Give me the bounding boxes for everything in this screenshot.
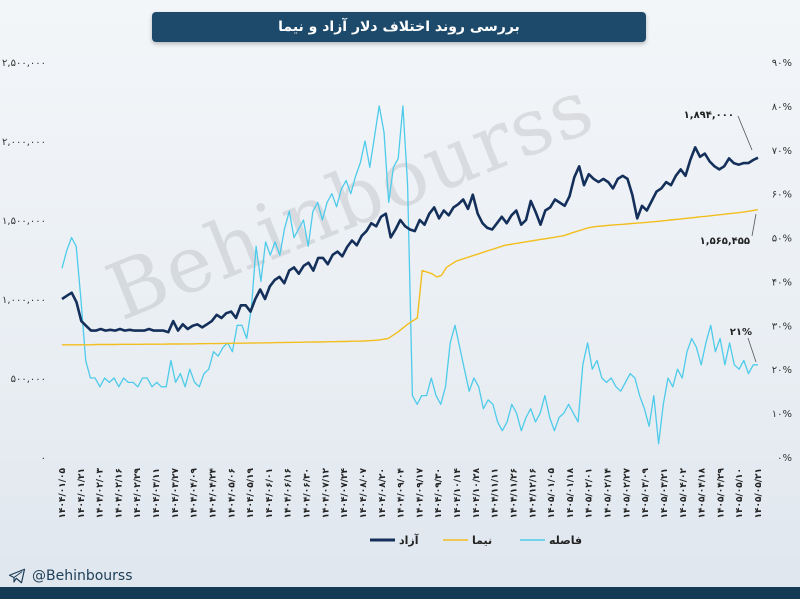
x-tick-label: ۱۴۰۵/۰۳/۰۹: [641, 468, 651, 519]
telegram-icon: [8, 568, 26, 584]
annotation-azad-leader: [737, 115, 753, 151]
x-tick-label: ۱۴۰۴/۱۰/۱۴: [453, 468, 463, 519]
x-tick-label: ۱۴۰۴/۰۹/۱۷: [415, 468, 425, 519]
legend-label: فاصله: [549, 534, 582, 547]
x-tick-label: ۱۴۰۴/۰۸/۰۷: [359, 468, 369, 519]
legend-label: نیما: [472, 534, 492, 547]
y-left-tick-label: ۵۰۰,۰۰۰: [11, 374, 46, 385]
x-tick-label: ۱۴۰۵/۰۳/۲۱: [660, 468, 670, 519]
y-right-tick-label: ۹۰%: [772, 58, 792, 69]
x-tick-label: ۱۴۰۵/۰۲/۲۷: [622, 468, 632, 519]
annotation-nima-last: ۱,۵۶۵,۴۵۵: [700, 236, 750, 247]
series-line-azad: [61, 146, 759, 334]
x-tick-label: ۱۴۰۴/۰۲/۱۶: [114, 468, 124, 519]
x-tick-label: ۱۴۰۴/۰۹/۳۰: [434, 468, 444, 519]
y-right-tick-label: ۱۰%: [772, 409, 792, 420]
x-tick-label: ۱۴۰۵/۰۴/۰۲: [679, 468, 689, 519]
y-right-tick-label: ۷۰%: [772, 146, 792, 157]
x-tick-label: ۱۴۰۴/۰۶/۰۱: [265, 468, 275, 519]
x-tick-label: ۱۴۰۵/۰۴/۱۸: [698, 468, 708, 519]
x-tick-label: ۱۴۰۴/۱۱/۱۱: [491, 468, 501, 519]
y-left-tick-label: ۰: [41, 453, 46, 464]
x-tick-label: ۱۴۰۴/۰۸/۲۰: [378, 468, 388, 519]
annotation-gap-leader: [747, 337, 757, 363]
x-tick-label: ۱۴۰۴/۰۳/۱۱: [152, 468, 162, 519]
x-tick-label: ۱۴۰۵/۰۲/۱۴: [604, 468, 614, 519]
x-tick-label: ۱۴۰۴/۰۴/۰۹: [190, 468, 200, 519]
y-left-tick-label: ۲,۰۰۰,۰۰۰: [2, 137, 46, 148]
y-right-tick-label: ۴۰%: [772, 277, 792, 288]
series-line-gap: [61, 105, 758, 445]
x-tick-label: ۱۴۰۴/۰۵/۰۶: [227, 468, 237, 519]
x-tick-label: ۱۴۰۴/۰۹/۰۴: [397, 468, 407, 519]
x-tick-label: ۱۴۰۴/۰۶/۳۰: [303, 468, 313, 519]
x-tick-label: ۱۴۰۴/۱۱/۲۶: [509, 468, 519, 519]
y-right-tick-label: ۳۰%: [772, 321, 792, 332]
annotation-nima-leader: [751, 213, 757, 237]
handle-text: @Behinbourss: [32, 568, 133, 584]
y-right-tick-label: ۰%: [777, 453, 792, 464]
x-tick-label: ۱۴۰۴/۰۵/۱۹: [246, 468, 256, 519]
y-left-tick-label: ۱,۰۰۰,۰۰۰: [2, 295, 46, 306]
annotation-azad-last: ۱,۸۹۴,۰۰۰: [684, 110, 734, 121]
legend-label: آزاد: [399, 533, 419, 547]
y-left-tick-label: ۲,۵۰۰,۰۰۰: [2, 58, 46, 69]
footer-bar: [0, 587, 800, 599]
x-tick-label: ۱۴۰۴/۰۳/۲۷: [171, 468, 181, 519]
x-tick-label: ۱۴۰۴/۱۰/۲۸: [472, 468, 482, 519]
y-right-tick-label: ۸۰%: [772, 102, 792, 113]
x-tick-label: ۱۴۰۴/۰۴/۲۴: [208, 468, 218, 519]
x-tick-label: ۱۴۰۵/۰۱/۱۸: [566, 468, 576, 519]
x-tick-label: ۱۴۰۴/۰۷/۲۴: [340, 468, 350, 519]
x-tick-label: ۱۴۰۵/۰۲/۰۱: [585, 468, 595, 519]
x-tick-label: ۱۴۰۴/۰۷/۱۲: [321, 468, 331, 519]
x-tick-label: ۱۴۰۴/۰۲/۰۳: [96, 468, 106, 519]
x-tick-label: ۱۴۰۴/۰۶/۱۶: [284, 468, 294, 519]
x-tick-label: ۱۴۰۵/۰۵/۱۰: [735, 468, 745, 519]
y-right-tick-label: ۵۰%: [772, 234, 792, 245]
x-tick-label: ۱۴۰۴/۰۲/۲۹: [133, 468, 143, 519]
x-tick-label: ۱۴۰۴/۰۱/۲۱: [77, 468, 87, 519]
x-tick-label: ۱۴۰۵/۰۵/۲۱: [754, 468, 764, 519]
x-tick-label: ۱۴۰۵/۰۱/۰۵: [547, 468, 557, 519]
x-tick-label: ۱۴۰۵/۰۴/۲۹: [716, 468, 726, 519]
y-right-tick-label: ۲۰%: [772, 365, 792, 376]
x-tick-label: ۱۴۰۴/۱۲/۱۶: [528, 468, 538, 519]
x-tick-label: ۱۴۰۴/۰۱/۰۵: [58, 468, 68, 519]
social-handle[interactable]: @Behinbourss: [8, 568, 133, 584]
chart-title: بررسی روند اختلاف دلار آزاد و نیما: [152, 12, 646, 42]
y-left-tick-label: ۱,۵۰۰,۰۰۰: [2, 216, 46, 227]
annotation-gap-last: ۲۱%: [730, 327, 752, 338]
series-line-nima: [62, 209, 759, 346]
y-right-tick-label: ۶۰%: [772, 190, 792, 201]
